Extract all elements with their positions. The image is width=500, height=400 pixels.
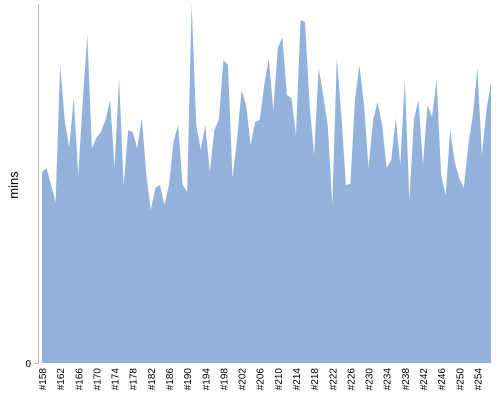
x-tick-label: #254 — [473, 368, 484, 391]
x-tick-label: #202 — [238, 368, 249, 391]
x-tick-label: #226 — [346, 368, 357, 391]
x-tick-label: #230 — [365, 368, 376, 391]
area — [42, 4, 491, 363]
x-tick-label: #250 — [455, 368, 466, 391]
x-tick-label: #186 — [165, 368, 176, 391]
x-tick-label: #174 — [111, 368, 122, 391]
x-tick-label: #182 — [147, 368, 158, 391]
x-tick-label: #214 — [292, 368, 303, 391]
x-tick-label: #218 — [310, 368, 321, 391]
x-tick-label: #162 — [56, 368, 67, 391]
x-tick-label: #238 — [401, 368, 412, 391]
x-tick-label: #222 — [328, 368, 339, 391]
x-tick-label: #178 — [129, 368, 140, 391]
x-tick-label: #170 — [92, 368, 103, 391]
x-tick-label: #234 — [383, 368, 394, 391]
x-tick-label: #190 — [183, 368, 194, 391]
x-tick-label: #166 — [74, 368, 85, 391]
x-tick-label: #242 — [419, 368, 430, 391]
x-tick-label: #206 — [256, 368, 267, 391]
y-axis-label: mins — [6, 171, 21, 199]
x-tick-label: #246 — [437, 368, 448, 391]
x-tick-label: #198 — [219, 368, 230, 391]
x-tick-label: #194 — [201, 368, 212, 391]
x-tick-label: #158 — [38, 368, 49, 391]
y-tick-label: 0 — [25, 359, 31, 370]
x-tick-label: #210 — [274, 368, 285, 391]
